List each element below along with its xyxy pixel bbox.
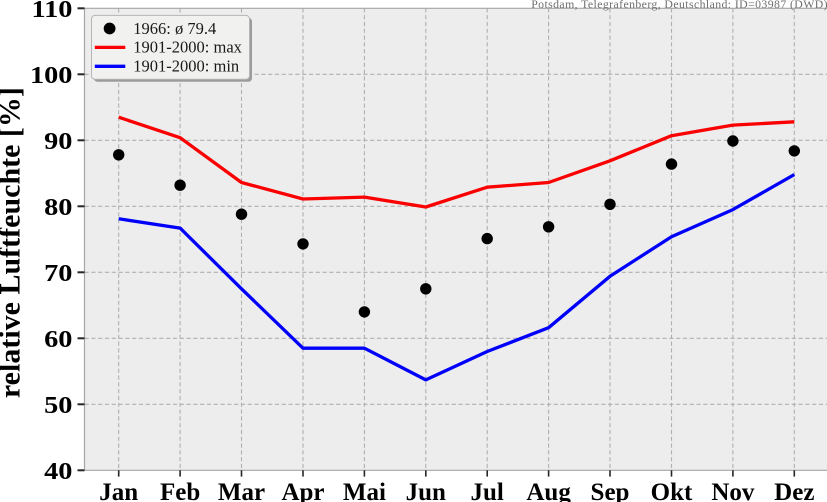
svg-text:1966: ø 79.4: 1966: ø 79.4 <box>133 19 216 38</box>
svg-text:Mar: Mar <box>218 479 265 502</box>
svg-text:40: 40 <box>44 458 72 485</box>
svg-text:Aug: Aug <box>526 479 571 502</box>
svg-text:Dez: Dez <box>774 479 814 502</box>
svg-text:80: 80 <box>44 194 72 221</box>
svg-text:Nov: Nov <box>711 479 755 502</box>
svg-text:110: 110 <box>32 0 73 22</box>
svg-text:100: 100 <box>30 62 72 89</box>
svg-text:Feb: Feb <box>160 479 200 502</box>
svg-text:90: 90 <box>44 128 72 155</box>
svg-text:1901-2000: max: 1901-2000: max <box>133 38 242 57</box>
svg-text:Jul: Jul <box>471 479 504 502</box>
svg-text:Sep: Sep <box>591 479 630 502</box>
svg-text:relative Luftfeuchte [%]: relative Luftfeuchte [%] <box>0 87 27 398</box>
svg-text:Mai: Mai <box>343 479 386 502</box>
svg-text:Jan: Jan <box>99 479 138 502</box>
svg-text:Jun: Jun <box>406 479 446 502</box>
svg-text:60: 60 <box>44 326 72 353</box>
svg-text:Okt: Okt <box>651 479 693 502</box>
svg-text:70: 70 <box>44 260 72 287</box>
svg-text:Potsdam, Telegrafenberg, Deuts: Potsdam, Telegrafenberg, Deutschland: ID… <box>531 0 827 11</box>
svg-text:1901-2000: min: 1901-2000: min <box>133 57 239 76</box>
svg-text:Apr: Apr <box>281 479 324 502</box>
svg-text:50: 50 <box>44 392 72 419</box>
